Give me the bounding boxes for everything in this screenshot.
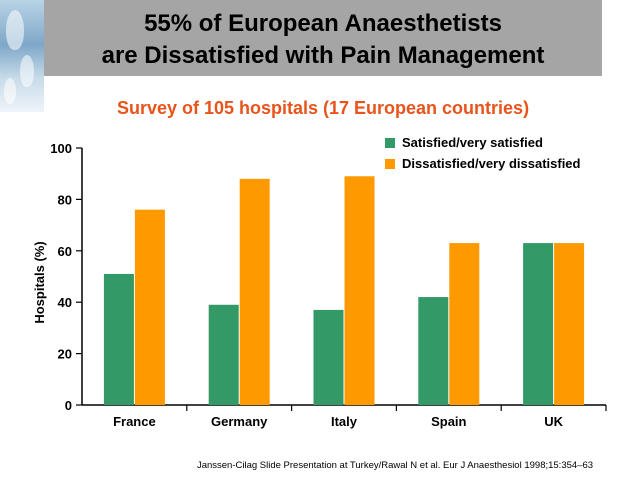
bar-spain-dissatisfied — [449, 243, 480, 405]
x-tick-label: Italy — [331, 414, 358, 429]
legend-label-satisfied: Satisfied/very satisfied — [402, 135, 543, 150]
bar-italy-satisfied — [313, 309, 344, 405]
chart-title: Survey of 105 hospitals (17 European cou… — [116, 98, 530, 118]
legend-item-satisfied: Satisfied/very satisfied — [385, 132, 580, 153]
title-banner — [44, 0, 602, 76]
bar-germany-dissatisfied — [239, 178, 270, 405]
y-tick-label: 0 — [65, 398, 72, 413]
bar-france-satisfied — [103, 273, 134, 405]
y-tick-label: 60 — [58, 244, 72, 259]
bar-uk-dissatisfied — [554, 243, 585, 405]
x-tick-label: Spain — [431, 414, 466, 429]
slide-title-line-1: 55% of European Anaesthetists — [144, 10, 502, 37]
y-axis-title: Hospitals (%) — [32, 241, 47, 323]
bar-italy-dissatisfied — [344, 176, 375, 405]
bar-uk-satisfied — [523, 243, 554, 405]
bar-germany-satisfied — [208, 304, 239, 405]
y-tick-label: 100 — [50, 141, 72, 156]
legend-item-dissatisfied: Dissatisfied/very dissatisfied — [385, 153, 580, 174]
slide-title-line-2: are Dissatisfied with Pain Management — [101, 42, 545, 69]
decorative-image-strip — [0, 0, 44, 112]
x-tick-label: Germany — [211, 414, 268, 429]
y-tick-label: 20 — [58, 347, 72, 362]
x-tick-label: France — [113, 414, 156, 429]
y-tick-label: 40 — [58, 295, 72, 310]
legend-swatch-dissatisfied — [385, 158, 395, 169]
bar-spain-satisfied — [418, 297, 449, 405]
legend-swatch-satisfied — [385, 137, 395, 148]
bar-france-dissatisfied — [134, 209, 165, 405]
chart-legend: Satisfied/very satisfied Dissatisfied/ve… — [385, 132, 580, 174]
source-footnote: Janssen-Cilag Slide Presentation at Turk… — [196, 460, 594, 471]
x-tick-label: UK — [544, 414, 563, 429]
y-tick-label: 80 — [58, 192, 72, 207]
legend-label-dissatisfied: Dissatisfied/very dissatisfied — [402, 156, 581, 171]
